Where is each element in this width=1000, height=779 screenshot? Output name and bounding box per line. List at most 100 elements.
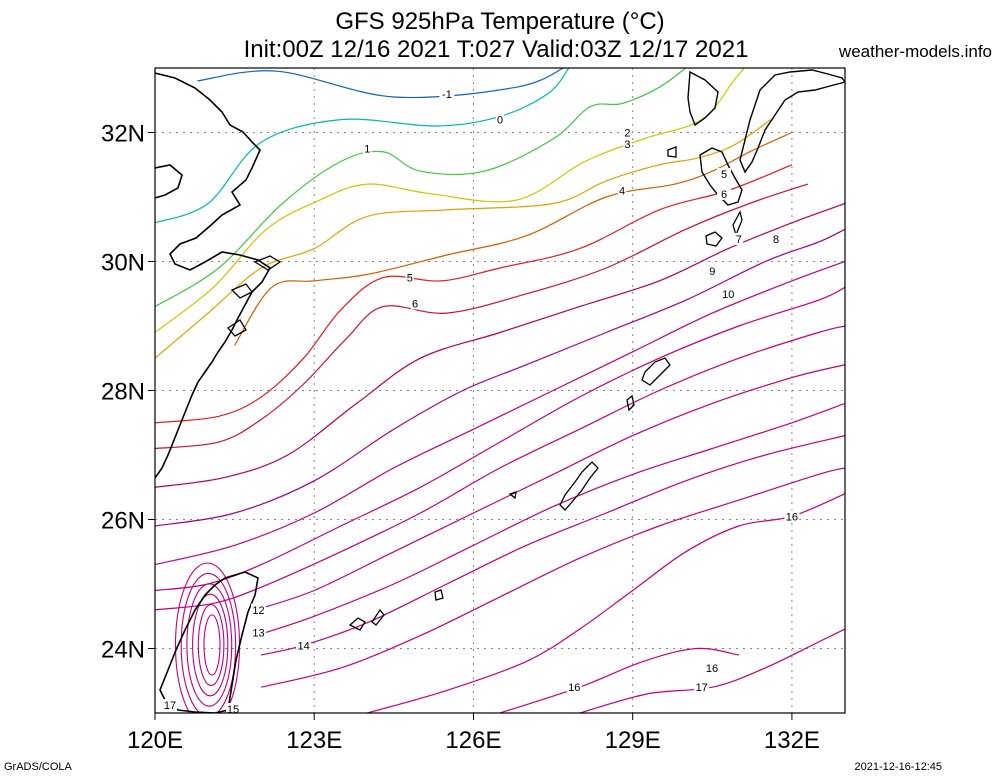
contour-line-4 <box>234 131 793 346</box>
coastlines <box>155 69 845 713</box>
contour-label-bg <box>163 699 177 711</box>
contour-label-bg <box>566 681 582 694</box>
contour-label-17: 17 <box>164 700 176 712</box>
contour-line-16 <box>499 647 739 713</box>
contour-line-11 <box>155 325 845 611</box>
contour-label-bg <box>708 265 717 278</box>
contour-label-bg <box>623 126 632 139</box>
contour-line-7 <box>155 202 845 488</box>
contour-line-12 <box>255 364 845 611</box>
contour-label-bg <box>405 271 415 284</box>
contour-label-bg <box>439 87 455 100</box>
island-yakushima <box>705 231 723 247</box>
contour-label-8: 8 <box>773 234 779 246</box>
contour-label-bg <box>705 662 719 674</box>
contour-label-1: 1 <box>364 144 370 156</box>
coastline-shikoku <box>739 69 845 174</box>
contour-line-13 <box>255 402 845 637</box>
software-credit: GrADS/COLA <box>4 761 72 773</box>
island-tanegashima <box>732 210 743 237</box>
contour-label-0: 0 <box>497 115 503 127</box>
contour-line-1 <box>155 68 687 308</box>
contour-line-9 <box>155 260 845 566</box>
y-tick-label: 24N <box>101 637 145 664</box>
x-tick-label: 123E <box>286 727 342 754</box>
contour-label-16: 16 <box>706 663 718 675</box>
contour-label-5: 5 <box>407 273 413 285</box>
contour-label-bg <box>694 681 710 694</box>
timestamp-credit: 2021-12-16-12:45 <box>854 761 942 773</box>
island-amami <box>641 357 671 386</box>
contour-label-12: 12 <box>252 605 264 617</box>
x-tick-label: 129E <box>605 727 661 754</box>
grid-lines <box>155 68 845 713</box>
contour-line-taiwan <box>180 572 237 713</box>
island-miyako <box>434 589 444 601</box>
contour-label-17: 17 <box>696 682 708 694</box>
contour-line-3 <box>155 119 772 359</box>
contour-line-taiwan <box>186 583 233 707</box>
axis-ticks: 120E 123E 126E 129E 132E 24N 26N 28N 30N 32N <box>101 121 820 755</box>
contour-line-taiwan <box>197 604 225 686</box>
y-tick-label: 30N <box>101 250 145 277</box>
contour-label-10: 10 <box>722 289 734 301</box>
contour-label-bg <box>410 297 420 310</box>
contour-line-taiwan <box>203 614 221 676</box>
coastline-kyushu <box>687 70 719 127</box>
contour-label--1: -1 <box>442 89 452 101</box>
x-tick-label: 120E <box>127 727 183 754</box>
island-ishigaki <box>348 608 385 631</box>
coastline-kyushu-south <box>699 147 743 206</box>
contour-label-bg <box>296 639 312 652</box>
contour-line-17 <box>579 628 845 713</box>
contour-label-15: 15 <box>227 704 239 716</box>
island-zhoushan <box>227 255 282 337</box>
island-okinawa <box>559 461 599 511</box>
contour-label-14: 14 <box>297 640 309 652</box>
contour-label-7: 7 <box>736 234 742 246</box>
contour-label-bg <box>717 188 731 200</box>
contour-label-bg <box>784 510 800 523</box>
contour-line-15 <box>261 467 845 688</box>
coastline-china-inlet <box>155 164 183 199</box>
contour-label-bg <box>734 232 744 245</box>
coastline-china <box>155 72 272 479</box>
contour-label-bg <box>363 142 372 155</box>
contour-label-6: 6 <box>412 298 418 310</box>
x-tick-label: 126E <box>445 727 501 754</box>
contour-line-0 <box>155 68 570 224</box>
x-tick-label: 132E <box>764 727 820 754</box>
contour-label-bg <box>495 113 505 126</box>
contour-label-bg <box>251 626 266 639</box>
contour-label-3: 3 <box>624 139 630 151</box>
coastline-taiwan <box>159 571 259 713</box>
site-credit: weather-models.info <box>838 42 992 61</box>
island-tokunoshima <box>626 394 635 412</box>
chart-subtitle: Init:00Z 12/16 2021 T:027 Valid:03Z 12/1… <box>243 36 749 63</box>
island-jeju <box>667 146 677 158</box>
contour-label-bg <box>717 168 731 180</box>
contour-label-bg <box>623 138 632 151</box>
contour-label-bg <box>771 232 781 245</box>
contour-line--1 <box>197 68 564 99</box>
contour-label-bg <box>720 287 736 300</box>
contour-label-16: 16 <box>568 682 580 694</box>
contour-label-2: 2 <box>624 128 630 140</box>
y-tick-label: 32N <box>101 121 145 148</box>
contour-label-bg <box>617 184 627 197</box>
contour-line-5 <box>155 164 793 424</box>
y-tick-label: 28N <box>101 379 145 406</box>
contour-label-bg <box>226 703 240 715</box>
contour-line-2 <box>155 68 745 333</box>
contour-line-14 <box>261 435 845 656</box>
contour-line-taiwan <box>192 593 229 697</box>
contour-line-8 <box>155 228 845 527</box>
contour-label-13: 13 <box>252 627 264 639</box>
contour-label-9: 9 <box>709 266 715 278</box>
chart-title: GFS 925hPa Temperature (°C) <box>335 8 665 35</box>
island-kume <box>508 491 517 500</box>
contour-line-6 <box>155 183 808 450</box>
contour-line-16 <box>367 493 845 713</box>
